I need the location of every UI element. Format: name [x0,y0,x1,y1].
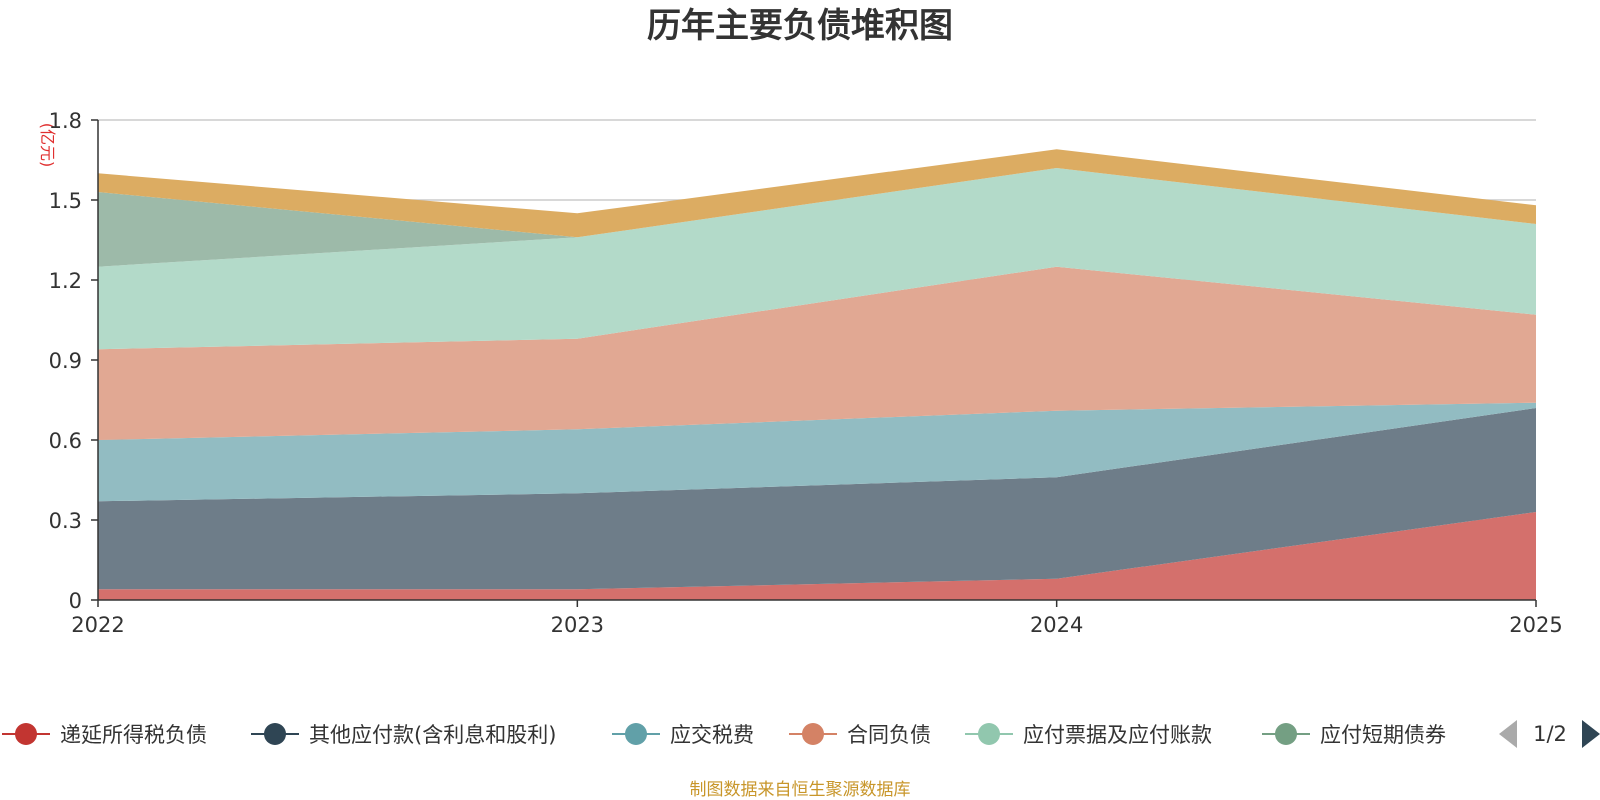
legend-item[interactable]: 应交税费 [612,723,754,747]
x-tick-label: 2025 [1509,613,1562,637]
legend-marker [978,723,1000,745]
chart-title: 历年主要负债堆积图 [647,6,953,46]
legend-item[interactable]: 其他应付款(含利息和股利) [251,723,556,747]
area-series-7 [98,149,1536,238]
legend: 递延所得税负债 其他应付款(含利息和股利) 应交税费 合同负债 应付票据及应付账款 应付短… [2,723,1446,747]
legend-label: 其他应付款(含利息和股利) [309,723,556,747]
y-tick-label: 0.6 [49,429,82,453]
legend-pager: 1/2 [1499,720,1600,748]
legend-label: 应交税费 [670,723,754,747]
y-tick-label: 0 [69,589,82,613]
legend-label: 应付短期债券 [1320,723,1446,747]
pager-next-icon[interactable] [1582,720,1600,748]
area-series [98,149,1536,600]
area-series-1 [98,512,1536,600]
y-tick-label: 1.8 [49,109,82,133]
pager-label: 1/2 [1533,722,1567,746]
legend-marker [802,723,824,745]
x-tick-label: 2023 [551,613,604,637]
legend-label: 递延所得税负债 [60,723,207,747]
axes: 0 0.3 0.6 0.9 1.2 1.5 1.8 2022 2023 2024 2025 [49,109,1563,637]
legend-label: 应付票据及应付账款 [1023,723,1212,747]
area-series-3 [98,402,1536,502]
legend-marker [15,723,37,745]
data-source-footer: 制图数据来自恒生聚源数据库 [690,780,911,800]
y-tick-label: 0.9 [49,349,82,373]
area-series-4 [98,266,1536,440]
legend-item[interactable]: 递延所得税负债 [2,723,207,747]
area-series-2 [98,408,1536,590]
legend-marker [625,723,647,745]
area-series-5 [98,168,1536,350]
area-series-6 [98,168,1536,267]
y-tick-label: 1.5 [49,189,82,213]
pager-prev-icon[interactable] [1499,720,1517,748]
y-axis-unit: (亿元) [38,123,57,168]
legend-marker [1275,723,1297,745]
y-tick-label: 0.3 [49,509,82,533]
x-tick-label: 2022 [71,613,124,637]
legend-item[interactable]: 合同负债 [789,723,931,747]
legend-item[interactable]: 应付短期债券 [1262,723,1446,747]
legend-marker [264,723,286,745]
legend-item[interactable]: 应付票据及应付账款 [965,723,1212,747]
y-tick-label: 1.2 [49,269,82,293]
legend-label: 合同负债 [847,723,931,747]
x-tick-label: 2024 [1030,613,1083,637]
